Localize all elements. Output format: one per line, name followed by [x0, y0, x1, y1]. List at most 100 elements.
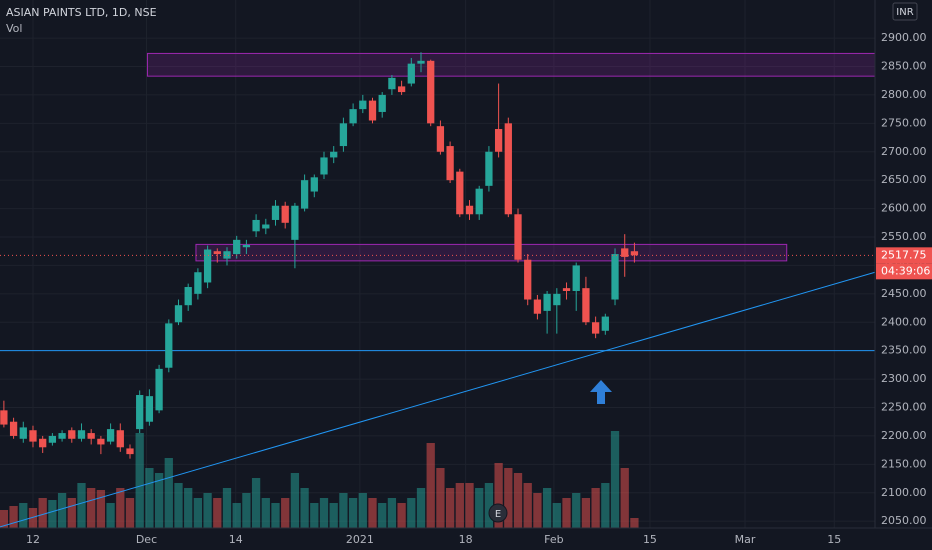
candle-body: [29, 430, 37, 442]
candle-body: [252, 219, 260, 232]
candle-body: [223, 251, 231, 259]
last-price-tag: [876, 247, 932, 264]
candle-body: [553, 293, 561, 306]
candle-body: [136, 395, 144, 430]
candle-body: [320, 157, 328, 175]
volume-label: Vol: [6, 22, 22, 35]
countdown-label: 04:39:06: [881, 264, 930, 277]
candle-body: [582, 288, 590, 323]
candle-body: [0, 410, 8, 425]
volume-bar: [48, 500, 57, 528]
chart-title: ASIAN PAINTS LTD, 1D, NSE: [6, 6, 157, 19]
volume-bar: [552, 503, 561, 528]
candle-body: [97, 438, 105, 445]
volume-bar: [38, 498, 47, 528]
currency-badge[interactable]: [892, 2, 918, 21]
currency[interactable]: INR: [896, 7, 913, 18]
candle-body: [310, 177, 318, 192]
volume-bar: [397, 503, 406, 528]
y-tick-label: 2750.00: [881, 116, 927, 129]
volume-bar: [125, 498, 135, 528]
candle-body: [184, 287, 192, 306]
x-tick-label: 12: [26, 533, 40, 546]
x-tick-label: Feb: [544, 533, 563, 546]
volume-bar: [19, 503, 28, 528]
candle-body: [242, 244, 251, 248]
y-tick-label: 2600.00: [881, 202, 927, 215]
volume-bar: [116, 488, 125, 528]
candle-body: [339, 123, 348, 147]
volume-bar: [387, 498, 397, 528]
y-tick-label: 2400.00: [881, 315, 927, 328]
candle-body: [621, 248, 629, 257]
volume-bar: [436, 468, 445, 528]
candle-body: [233, 239, 241, 255]
volume-bar: [251, 478, 261, 528]
candle-body: [194, 272, 202, 294]
candle-body: [39, 438, 47, 448]
candle-body: [417, 60, 425, 64]
volume-bar: [87, 488, 96, 528]
volume-bar: [57, 493, 67, 528]
candle-body: [407, 63, 415, 84]
volume-bar: [184, 488, 193, 528]
candle-body: [456, 171, 464, 215]
volume-bar: [193, 498, 203, 528]
candle-body: [155, 368, 163, 411]
volume-bar: [533, 493, 542, 528]
volume-bar: [591, 488, 600, 528]
volume-bar: [581, 498, 591, 528]
candle-body: [271, 205, 280, 220]
volume-bar: [426, 443, 435, 528]
candle-body: [281, 205, 289, 223]
volume-bar: [494, 463, 503, 528]
volume-bar: [445, 488, 455, 528]
volume-bar: [610, 431, 620, 528]
candle-body: [68, 430, 76, 439]
candle-body: [174, 305, 183, 323]
y-tick-label: 2850.00: [881, 59, 927, 72]
candle-body: [9, 421, 18, 436]
candle-body: [543, 293, 551, 311]
volume-bar: [620, 468, 629, 528]
volume-bar: [358, 493, 367, 528]
earnings-marker-label[interactable]: E: [495, 509, 501, 520]
volume-bar: [290, 473, 300, 528]
volume-bar: [504, 468, 513, 528]
plot: [0, 52, 876, 528]
volume-bar: [154, 473, 164, 528]
candle-body: [504, 123, 512, 215]
candle-body: [611, 254, 619, 300]
earnings-marker[interactable]: [488, 503, 508, 523]
candle-body: [630, 251, 639, 256]
volume-bar: [232, 503, 241, 528]
candle-body: [87, 433, 95, 439]
volume-bar: [213, 498, 222, 528]
candle-body: [591, 322, 600, 334]
x-tick-label: 2021: [346, 533, 374, 546]
volume-bar: [310, 503, 319, 528]
candle-body: [397, 86, 406, 93]
volume-bar: [348, 498, 358, 528]
volume-bar: [368, 498, 377, 528]
volume-bar: [416, 488, 426, 528]
y-tick-label: 2250.00: [881, 401, 927, 414]
candle-body: [427, 60, 435, 124]
candle-body: [330, 151, 338, 158]
candle-body: [349, 109, 357, 124]
volume-bar: [106, 503, 115, 528]
volume-bar: [281, 498, 290, 528]
candle-body: [203, 249, 212, 283]
candle-body: [213, 251, 221, 255]
candle-body: [106, 429, 115, 442]
volume-bar: [145, 468, 154, 528]
candle-body: [368, 100, 377, 121]
candle-body: [475, 188, 483, 215]
volume-bar: [300, 488, 309, 528]
volume-bar: [630, 518, 639, 528]
x-tick-label: 18: [459, 533, 473, 546]
x-tick-label: 15: [643, 533, 657, 546]
volume-bar: [174, 483, 183, 528]
volume-bar: [77, 483, 86, 528]
last-price-label: 2517.75: [881, 248, 927, 261]
